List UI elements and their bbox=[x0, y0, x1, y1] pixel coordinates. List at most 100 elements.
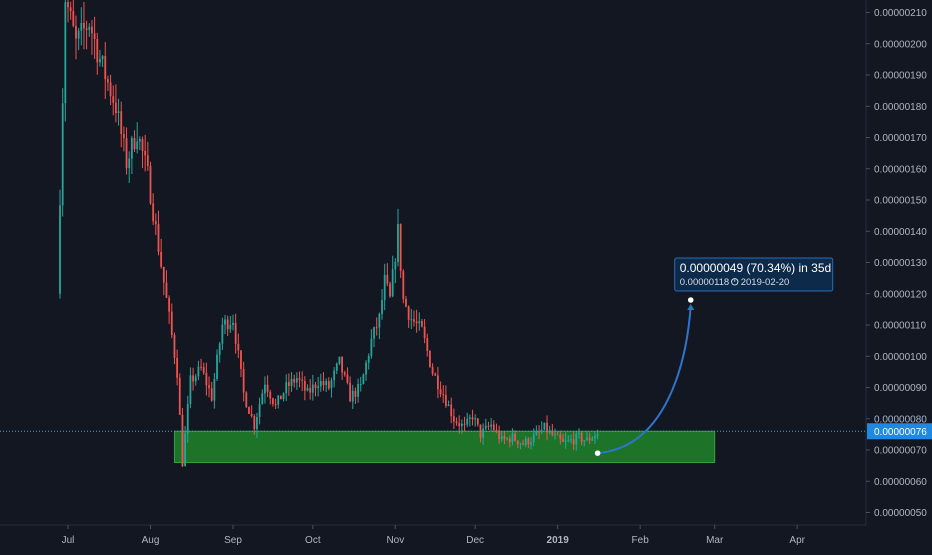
candle-body bbox=[184, 433, 186, 467]
candle-body bbox=[306, 387, 309, 391]
candle-body bbox=[194, 376, 197, 382]
candle-body bbox=[418, 321, 421, 324]
candle-body bbox=[314, 384, 317, 389]
candle-body bbox=[500, 436, 503, 440]
x-tick-label: Feb bbox=[632, 535, 650, 546]
x-tick-label: Apr bbox=[789, 535, 805, 546]
candle-body bbox=[455, 421, 458, 424]
candle-body bbox=[383, 274, 386, 300]
candle-body bbox=[272, 398, 274, 404]
candle-body bbox=[327, 381, 330, 389]
candle-body bbox=[543, 422, 546, 430]
candle-body bbox=[274, 403, 277, 405]
y-tick-label: 0.00000180 bbox=[874, 102, 927, 113]
candle-body bbox=[157, 224, 160, 252]
candle-body bbox=[335, 363, 338, 371]
candle-body bbox=[224, 319, 226, 325]
candle-body bbox=[583, 440, 586, 442]
y-tick-label: 0.00000200 bbox=[874, 39, 927, 50]
y-tick-label: 0.00000190 bbox=[874, 71, 927, 82]
candle-body bbox=[234, 322, 237, 344]
candle-body bbox=[138, 139, 141, 142]
candle-body bbox=[237, 343, 240, 351]
candle-body bbox=[378, 313, 381, 328]
candle-body bbox=[77, 30, 80, 39]
candle-body bbox=[559, 434, 562, 440]
candle-body bbox=[128, 158, 131, 169]
y-tick-label: 0.00000090 bbox=[874, 383, 927, 394]
candle-body bbox=[586, 437, 588, 441]
candle-body bbox=[367, 355, 370, 363]
candle-body bbox=[397, 223, 399, 263]
candle-body bbox=[498, 430, 501, 440]
candle-body bbox=[415, 321, 418, 324]
candle-body bbox=[282, 393, 285, 400]
candle-body bbox=[391, 269, 394, 297]
candle-body bbox=[476, 418, 479, 425]
candle-body bbox=[91, 26, 93, 34]
candle-body bbox=[61, 103, 64, 206]
support-zone bbox=[173, 430, 716, 463]
candle-body bbox=[99, 59, 101, 63]
y-tick-label: 0.00000130 bbox=[874, 258, 927, 269]
candle-body bbox=[208, 385, 210, 389]
candle-body bbox=[216, 354, 218, 379]
candle-body bbox=[104, 56, 107, 80]
projection-arrow bbox=[597, 305, 692, 455]
candle-body bbox=[359, 383, 362, 385]
candle-body bbox=[64, 2, 67, 104]
candle-body bbox=[341, 356, 344, 373]
candle-body bbox=[83, 22, 85, 29]
candle-body bbox=[516, 440, 519, 445]
candle-body bbox=[309, 387, 312, 393]
candle-body bbox=[442, 394, 445, 396]
candle-body bbox=[141, 139, 144, 151]
candle-body bbox=[253, 415, 256, 430]
candle-body bbox=[72, 11, 75, 27]
y-tick-label: 0.00000100 bbox=[874, 352, 927, 363]
x-tick-label: Dec bbox=[466, 535, 484, 546]
candle-body bbox=[232, 322, 234, 325]
candle-body bbox=[471, 417, 474, 420]
candle-body bbox=[152, 203, 155, 222]
candle-body bbox=[122, 133, 125, 139]
candle-body bbox=[181, 414, 184, 467]
candle-body bbox=[202, 367, 205, 373]
candle-body bbox=[258, 404, 261, 418]
candle-body bbox=[330, 380, 333, 389]
projection-label-box bbox=[674, 257, 834, 292]
candle-body bbox=[354, 390, 357, 397]
candle-body bbox=[200, 366, 202, 368]
candle-body bbox=[109, 82, 112, 97]
candle-body bbox=[468, 417, 471, 419]
candle-body bbox=[285, 382, 288, 394]
x-tick-label: Mar bbox=[706, 535, 724, 546]
candle-body bbox=[410, 319, 413, 321]
candle-body bbox=[386, 274, 389, 284]
candle-body bbox=[538, 431, 540, 433]
candle-body bbox=[160, 251, 163, 267]
candle-body bbox=[178, 377, 181, 415]
candle-body bbox=[503, 436, 506, 439]
candle-body bbox=[570, 439, 572, 441]
candle-body bbox=[162, 266, 165, 283]
candle-body bbox=[173, 334, 176, 358]
candle-body bbox=[482, 428, 485, 438]
candle-body bbox=[59, 205, 61, 294]
candle-body bbox=[365, 362, 367, 375]
candle-body bbox=[250, 413, 253, 416]
candle-body bbox=[511, 433, 514, 443]
y-tick-label: 0.00000170 bbox=[874, 133, 927, 144]
candle-body bbox=[591, 438, 594, 441]
candle-body bbox=[564, 440, 567, 442]
candle-body bbox=[484, 425, 487, 429]
x-tick-label: 2019 bbox=[547, 535, 570, 546]
candle-body bbox=[508, 438, 511, 443]
candle-body bbox=[69, 7, 72, 12]
candle-body bbox=[524, 438, 527, 445]
candle-body bbox=[423, 326, 426, 339]
y-tick-label: 0.00000160 bbox=[874, 164, 927, 175]
candle-body bbox=[322, 381, 325, 386]
x-tick-label: Oct bbox=[305, 535, 321, 546]
x-tick-label: Aug bbox=[142, 535, 160, 546]
